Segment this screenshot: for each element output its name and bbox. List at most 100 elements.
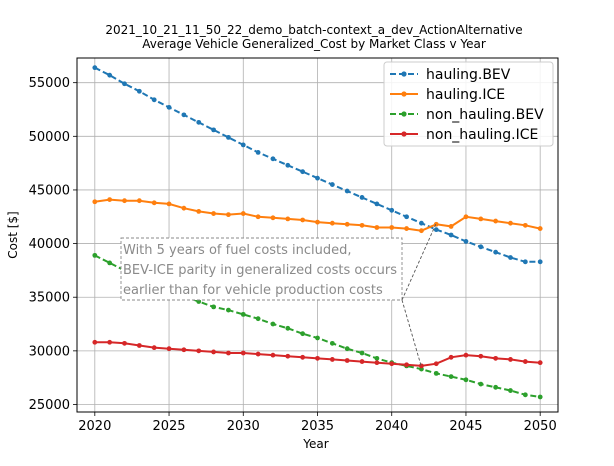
legend-box [383, 61, 554, 147]
legend-swatch-marker [401, 71, 407, 77]
series-hauling-ICE [92, 197, 543, 234]
x-tick-label: 2040 [375, 419, 408, 434]
data-point [211, 304, 216, 310]
data-point [92, 339, 98, 345]
annotation: With 5 years of fuel costs included, BEV-… [120, 223, 437, 368]
legend-swatch-marker [401, 111, 407, 117]
data-point [166, 104, 172, 110]
legend: hauling.BEV hauling.ICE non_hauling.BEVnon… [383, 61, 554, 147]
data-point [344, 188, 350, 194]
data-point [136, 88, 142, 94]
legend-label: non_hauling.BEV [426, 107, 544, 123]
data-point [226, 350, 231, 356]
data-point [433, 361, 439, 367]
data-point [359, 222, 365, 228]
data-point [211, 127, 216, 133]
x-tick-label: 2025 [152, 419, 185, 434]
data-point [522, 392, 528, 398]
data-point [300, 217, 306, 223]
y-tick-label: 30000 [29, 344, 70, 359]
data-point [359, 195, 365, 200]
data-point [419, 220, 424, 226]
data-point [537, 226, 543, 231]
data-point [285, 216, 291, 222]
data-point [300, 169, 306, 175]
y-tick-label: 35000 [29, 291, 70, 306]
data-point [136, 343, 142, 348]
data-point [107, 197, 113, 203]
x-axis-label: Year [302, 437, 328, 451]
data-point [448, 374, 454, 379]
data-point [389, 361, 395, 367]
data-point [329, 182, 335, 187]
data-point [226, 134, 231, 140]
chart-subtitle: Average Vehicle Generalized_Cost by Mark… [142, 37, 486, 51]
data-point [344, 346, 350, 352]
data-point [404, 362, 409, 368]
data-point [522, 259, 528, 265]
data-point [537, 259, 543, 265]
data-point [107, 72, 113, 78]
data-point [493, 249, 499, 255]
annotation-line: With 5 years of fuel costs included, [123, 243, 352, 258]
data-point [107, 260, 113, 266]
data-point [508, 255, 513, 260]
data-point [240, 350, 246, 356]
data-point [285, 353, 291, 359]
data-point [181, 347, 187, 353]
data-point [315, 219, 320, 225]
data-point [433, 227, 439, 233]
data-point [107, 339, 113, 345]
x-tick-label: 2050 [524, 419, 557, 434]
data-point [211, 349, 216, 355]
data-point [448, 354, 454, 360]
data-point [463, 214, 469, 220]
data-point [240, 142, 246, 148]
data-point [226, 212, 231, 218]
data-point [315, 175, 320, 181]
data-point [419, 228, 424, 234]
data-point [270, 321, 276, 327]
data-point [374, 201, 380, 207]
data-point [404, 214, 409, 220]
x-tick-label: 2035 [301, 419, 334, 434]
data-point [151, 200, 157, 206]
data-point [122, 198, 127, 204]
data-point [285, 162, 291, 168]
data-point [374, 360, 380, 366]
data-point [522, 222, 528, 228]
data-point [270, 215, 276, 221]
annotation-pointer [401, 223, 437, 301]
data-point [240, 211, 246, 216]
data-point [478, 381, 484, 387]
data-point [270, 352, 276, 358]
data-point [255, 150, 261, 155]
x-tick-label: 2030 [227, 419, 260, 434]
data-point [389, 207, 395, 213]
data-point [255, 214, 261, 220]
data-point [255, 351, 261, 357]
data-point [344, 221, 350, 227]
data-point [315, 355, 320, 361]
data-point [300, 331, 306, 337]
data-point [448, 224, 454, 229]
data-point [329, 357, 335, 362]
x-tick-label: 2045 [449, 419, 482, 434]
data-point [508, 220, 513, 226]
y-tick-label: 25000 [29, 398, 70, 413]
data-point [151, 345, 157, 351]
data-point [493, 384, 499, 390]
data-point [196, 348, 202, 354]
legend-label: hauling.BEV [426, 67, 511, 83]
annotation-line: BEV-ICE parity in generalized costs occu… [123, 263, 397, 278]
data-point [329, 340, 335, 346]
data-point [522, 359, 528, 364]
data-point [463, 239, 469, 244]
y-axis-label: Cost [$] [6, 211, 20, 259]
data-point [389, 225, 395, 230]
annotation-box [120, 237, 403, 301]
data-point [493, 355, 499, 361]
data-point [478, 244, 484, 250]
